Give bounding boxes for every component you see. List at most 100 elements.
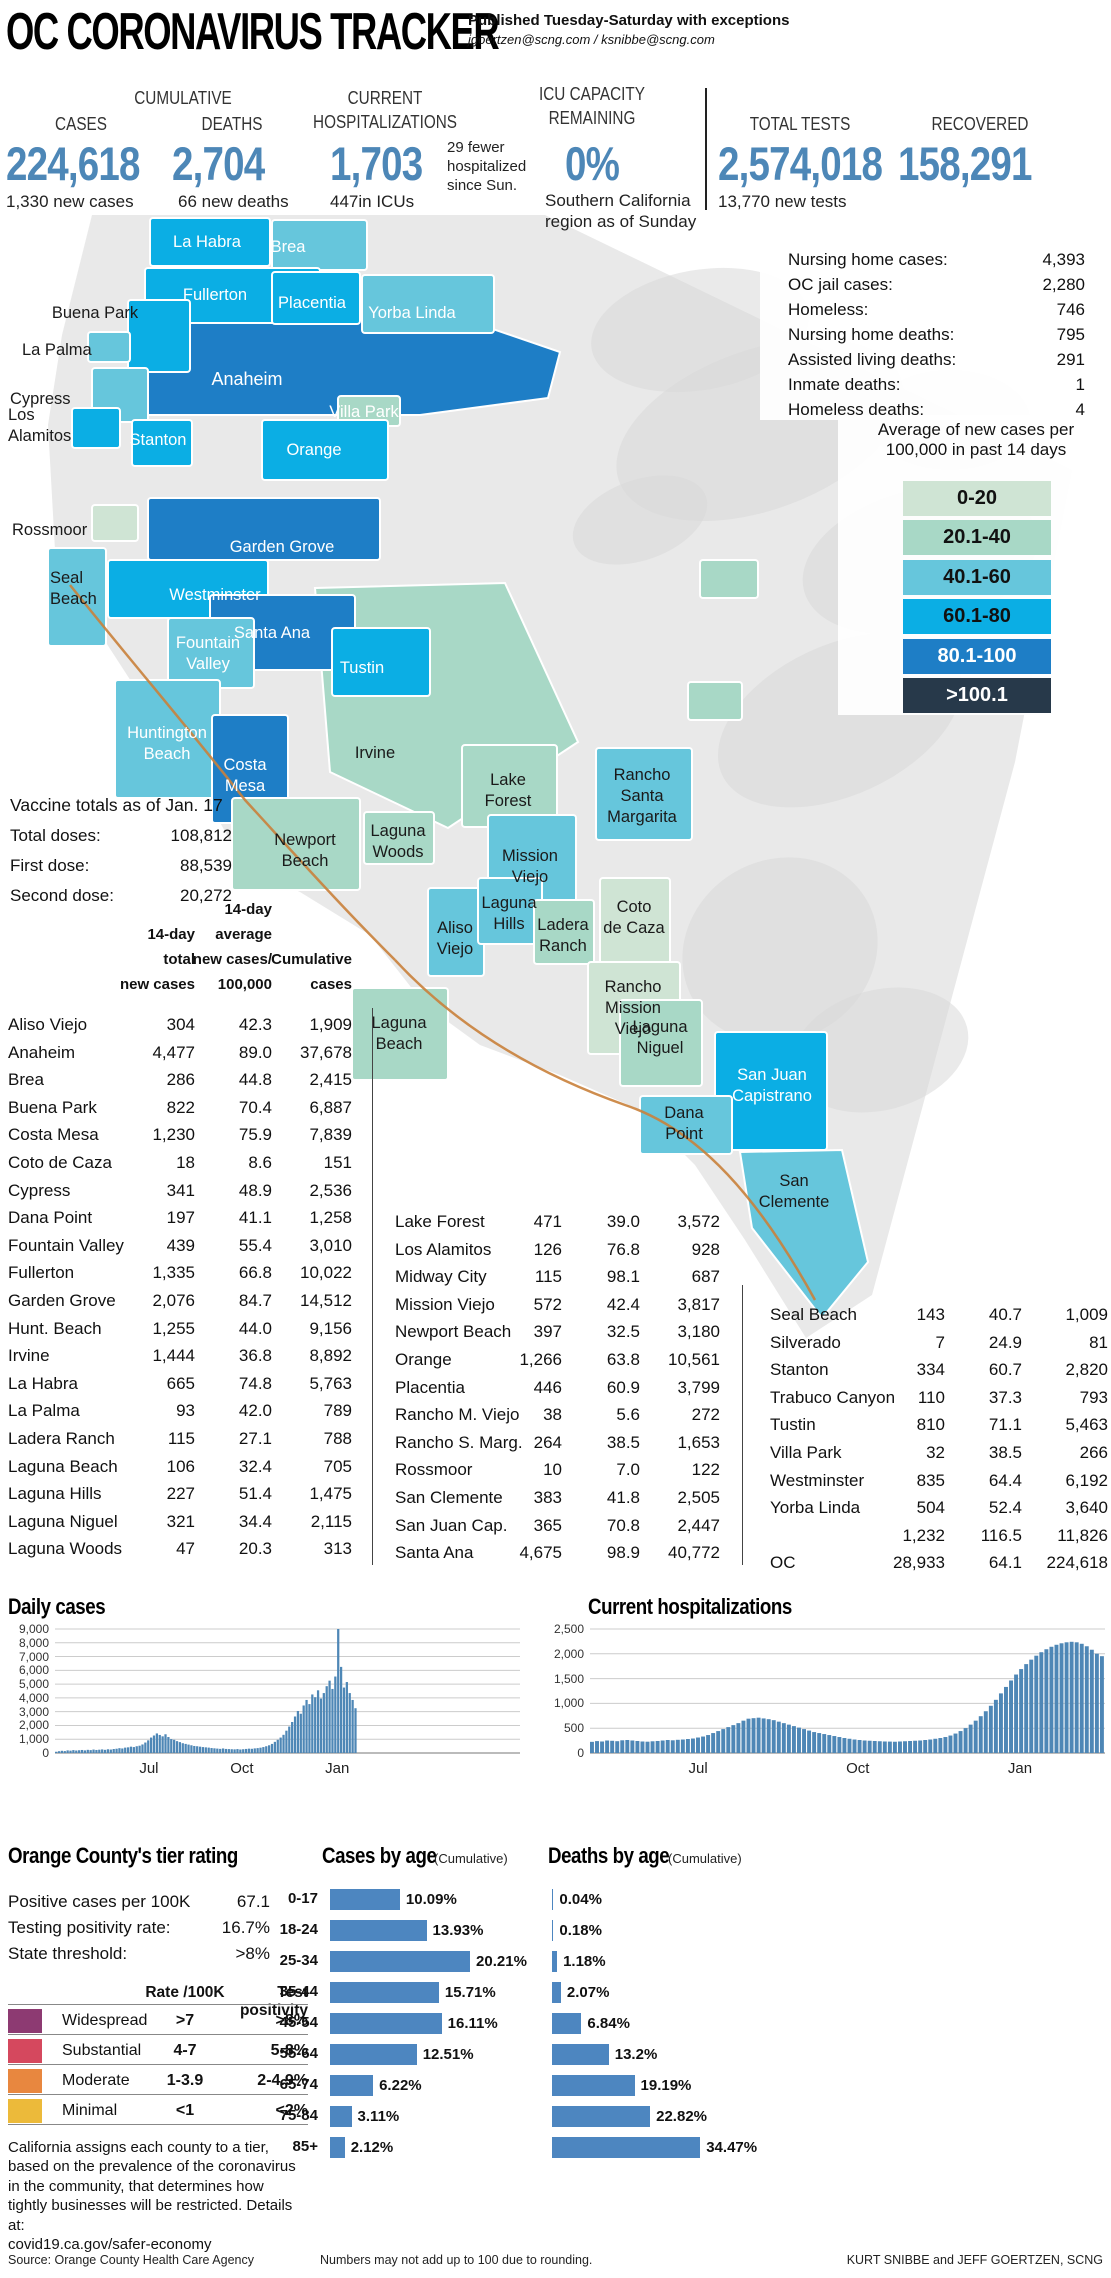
deaths-age-bar [552, 1889, 554, 1910]
map-label-coto-de-caza: Coto de Caza [603, 898, 665, 937]
tier-name: Moderate [62, 2072, 130, 2089]
hospitalizations-bar [781, 1723, 786, 1753]
daily-cases-bar [89, 1750, 92, 1753]
hospitalizations-bar [680, 1739, 685, 1753]
legend-bin-40-1-60: 40.1-60 [903, 559, 1051, 595]
hospitalizations-ytick: 1,000 [553, 1696, 584, 1711]
daily-cases-bar [181, 1743, 184, 1753]
daily-cases-bar [276, 1739, 279, 1753]
table-divider-1 [372, 1008, 373, 1565]
daily-cases-bar [126, 1747, 130, 1753]
table-header-14day-average-line: 100,000 [217, 976, 272, 993]
map-label-garden-grove: Garden Grove [230, 538, 335, 556]
page-title: OC CORONAVIRUS TRACKER [6, 3, 500, 61]
table-row: Coto de Caza 18 8.6 151 [8, 1153, 352, 1178]
table-city-name: Lake Forest [395, 1212, 485, 1231]
hospitalizations-bar [862, 1740, 867, 1753]
hospitalizations-bar [928, 1739, 933, 1753]
tier-col-positivity: Test positivity [239, 1984, 308, 2019]
facility-stat-row: Inmate deaths: 1 [788, 375, 1085, 395]
deaths-age-bar [552, 1982, 561, 2003]
daily-cases-bar [296, 1710, 300, 1753]
tier-positivity: 2-4.9% [257, 2072, 308, 2089]
tier-note-link[interactable]: covid19.ca.gov/safer-economy [8, 2236, 212, 2254]
table-row: Fountain Valley 439 55.4 3,010 [8, 1236, 352, 1261]
icu-label-2: REMAINING [548, 108, 636, 128]
table-value: 2,447 [677, 1515, 720, 1535]
hospitalizations-bar [645, 1741, 650, 1753]
table-city-name: Garden Grove [8, 1291, 116, 1310]
recovered-value: 158,291 [898, 137, 1032, 190]
map-label-stanton: Stanton [130, 431, 187, 449]
map-region-laguna-woods [363, 811, 435, 865]
deaths-age-value: 19.19% [640, 2077, 692, 2094]
table-value: 60.9 [606, 1377, 640, 1397]
hospitalizations-ytick: 2,500 [553, 1622, 584, 1636]
daily-cases-bar [268, 1745, 271, 1753]
hospitalizations-bar [716, 1731, 721, 1753]
daily-cases-bar [155, 1733, 158, 1753]
hospitalizations-ytick: 500 [563, 1721, 584, 1736]
map-label-tustin: Tustin [340, 659, 384, 677]
daily-cases-bar [244, 1748, 248, 1753]
facility-stat-row: Assisted living deaths: 291 [788, 350, 1085, 370]
cases-age-value: 3.11% [357, 2108, 400, 2125]
table-city-name: Rossmoor [395, 1460, 473, 1480]
vaccine-value: 88,539 [180, 856, 232, 875]
table-value: 793 [1079, 1387, 1108, 1407]
daily-cases-bar [196, 1746, 199, 1753]
deaths-age-bar [552, 1920, 554, 1941]
hospitalizations-bar [590, 1741, 594, 1753]
daily-cases-bar [184, 1743, 187, 1753]
deaths-age-value: 1.18% [563, 1953, 606, 1970]
daily-cases-bar [98, 1749, 101, 1753]
daily-cases-bar [135, 1746, 138, 1753]
table-value: 197 [166, 1208, 195, 1228]
daily-cases-bar [69, 1750, 72, 1753]
table-value: 822 [166, 1097, 195, 1117]
daily-cases-bar [262, 1747, 265, 1753]
table-value: 42.3 [238, 1015, 272, 1034]
hospitalizations-ytick: 0 [577, 1746, 584, 1760]
daily-cases-bar [92, 1749, 95, 1753]
map-label-villa-park: Villa Park [329, 403, 399, 421]
table-value: 3,817 [677, 1294, 720, 1314]
table-value: 63.8 [606, 1350, 640, 1369]
vaccine-row: Total doses: 108,812 [10, 826, 232, 846]
table-value: 41.1 [238, 1208, 272, 1228]
table-header-cumulative-line: Cumulative [271, 951, 352, 968]
table-header-cumulative: Cumulative cases [242, 947, 352, 997]
table-row: Ladera Ranch 115 27.1 788 [8, 1429, 352, 1454]
daily-cases-bar [86, 1749, 89, 1753]
map-region-silverado [699, 559, 759, 599]
table-row: Garden Grove 2,076 84.7 14,512 [8, 1291, 352, 1316]
map-region-placentia [271, 271, 361, 325]
table-city-name: Villa Park [770, 1443, 842, 1462]
table-value: 32.5 [606, 1322, 640, 1342]
tier-name: Substantial [62, 2042, 142, 2059]
table-row: Santa Ana 4,675 98.9 40,772 [395, 1543, 720, 1568]
hospitalizations-bar [903, 1741, 907, 1753]
table-row: Cypress 341 48.9 2,536 [8, 1181, 352, 1206]
daily-cases-bar [201, 1747, 205, 1753]
table-value: 143 [916, 1305, 945, 1324]
age-row-label: 75-84 [279, 2107, 318, 2124]
table-city-name: Rancho S. Marg. [395, 1432, 523, 1452]
daily-cases-bar [339, 1666, 343, 1753]
daily-cases-bar [250, 1748, 253, 1753]
table-row: Yorba Linda 504 52.4 3,640 [770, 1498, 1108, 1523]
hospitalizations-title: Current hospitalizations [588, 1594, 792, 1619]
daily-cases-bar [316, 1690, 320, 1753]
table-city-name: Rancho M. Viejo [395, 1405, 520, 1425]
tier-stat-label: Testing positivity rate: [8, 1918, 171, 1937]
hospitalizations-bar [696, 1737, 700, 1753]
legend-bin--100-1: >100.1 [903, 678, 1051, 713]
table-value: 439 [166, 1235, 195, 1255]
table-value: 75.9 [238, 1125, 272, 1145]
hospitalizations-bar [892, 1741, 897, 1753]
table-value: 98.1 [606, 1267, 640, 1287]
table-city-name: Mission Viejo [395, 1294, 495, 1314]
tier-rule [8, 2124, 308, 2125]
hospitalizations-bar [1039, 1652, 1044, 1753]
hospitalizations-bar [993, 1699, 998, 1753]
